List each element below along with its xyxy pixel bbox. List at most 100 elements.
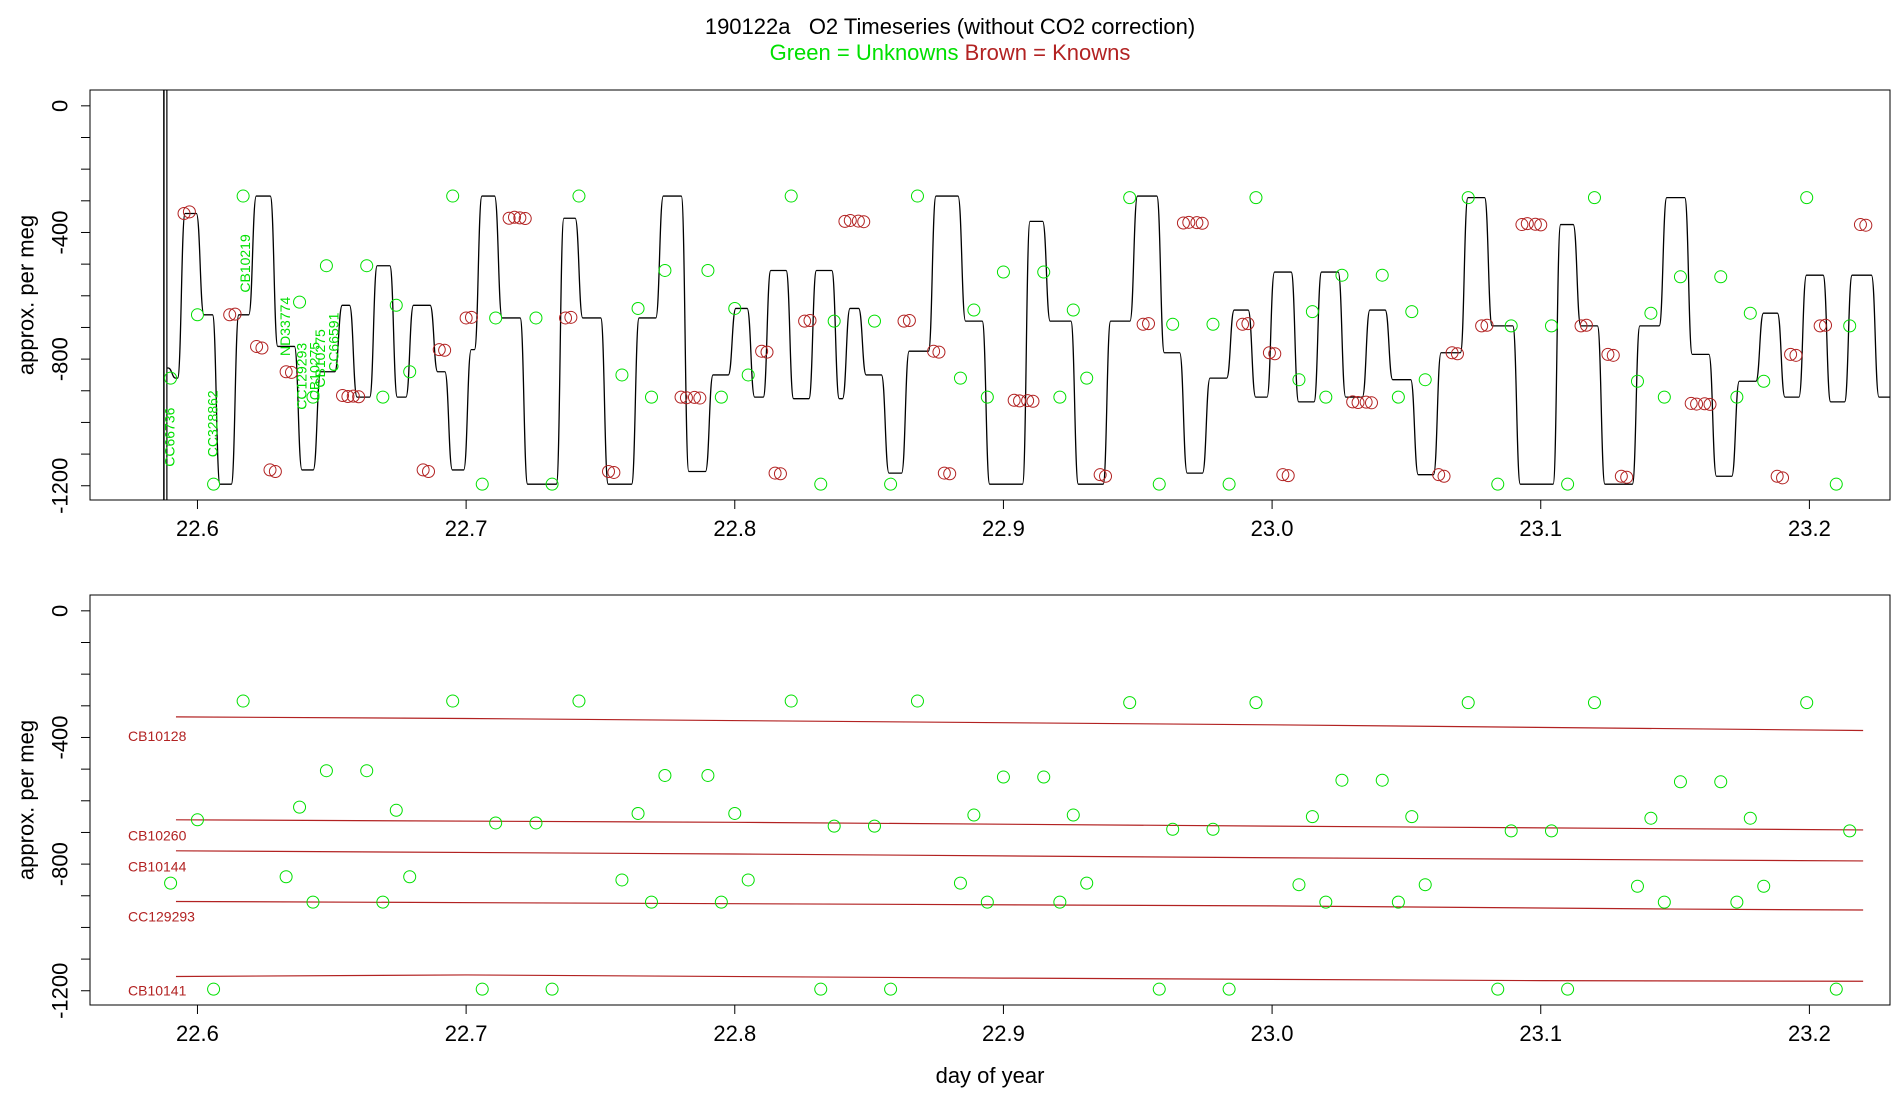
unknown-point xyxy=(164,371,178,385)
known-point xyxy=(1190,216,1204,230)
known-point xyxy=(1445,346,1459,360)
unknown-point xyxy=(827,819,841,833)
unknown-point xyxy=(1657,895,1671,909)
unknown-point xyxy=(1561,477,1575,491)
known-point xyxy=(1142,317,1156,331)
unknown-point xyxy=(615,873,629,887)
known-point xyxy=(1480,318,1494,332)
unknown-sample-label: CC129293 xyxy=(293,343,309,410)
unknown-point xyxy=(529,311,543,325)
known-point xyxy=(250,339,264,353)
unknown-point xyxy=(1800,191,1814,205)
unknown-point xyxy=(701,263,715,277)
chart-subtitle: Green = Unknowns Brown = Knowns xyxy=(0,40,1900,66)
unknown-point xyxy=(884,477,898,491)
unknown-point xyxy=(1080,876,1094,890)
unknown-sample-label: CC328862 xyxy=(205,390,221,457)
unknown-point xyxy=(389,803,403,817)
known-point xyxy=(1281,469,1295,483)
unknown-point xyxy=(306,895,320,909)
known-point xyxy=(255,341,269,355)
x-tick-label: 23.0 xyxy=(1251,1021,1294,1046)
known-point xyxy=(1176,216,1190,230)
y-axis-label: approx. per meg xyxy=(14,720,39,880)
known-point xyxy=(1136,317,1150,331)
panel-bottom-axes: 22.6 22.7 22.8 22.9 23.0 23.1 23.2 0 -400 -800 -12… xyxy=(14,594,1891,1088)
known-point xyxy=(857,215,871,229)
known-trend-line xyxy=(175,819,1864,831)
known-line-label: CB10141 xyxy=(128,983,187,999)
known-point xyxy=(228,307,242,321)
unknown-point xyxy=(1714,270,1728,284)
x-tick-label: 23.1 xyxy=(1519,1021,1562,1046)
known-point xyxy=(346,389,360,403)
unknown-point xyxy=(306,390,320,404)
known-point xyxy=(755,344,769,358)
x-axis-label: day of year xyxy=(936,1063,1045,1088)
known-point xyxy=(1351,395,1365,409)
known-point xyxy=(1099,469,1113,483)
known-point xyxy=(1475,319,1489,333)
unknown-point xyxy=(1319,390,1333,404)
known-point xyxy=(559,311,573,325)
x-tick-label: 22.7 xyxy=(445,516,488,541)
known-point xyxy=(1450,347,1464,361)
y-tick-label: -800 xyxy=(48,337,73,381)
unknown-point xyxy=(236,694,250,708)
unknown-point xyxy=(1335,773,1349,787)
known-point xyxy=(1013,394,1027,408)
known-point xyxy=(1819,318,1833,332)
known-point xyxy=(1853,218,1867,232)
known-point xyxy=(564,310,578,324)
x-tick-label: 23.2 xyxy=(1788,1021,1831,1046)
unknown-point xyxy=(1829,982,1843,996)
unknown-point xyxy=(1757,374,1771,388)
known-point xyxy=(1703,397,1717,411)
known-point xyxy=(943,467,957,481)
unknown-point xyxy=(1123,696,1137,710)
unknown-point xyxy=(1037,770,1051,784)
unknown-point xyxy=(1249,191,1263,205)
unknown-sample-label: CC66736 xyxy=(162,407,178,466)
known-point xyxy=(687,390,701,404)
unknown-point xyxy=(1405,305,1419,319)
known-point xyxy=(843,213,857,227)
unknown-point xyxy=(1644,811,1658,825)
known-point xyxy=(263,463,277,477)
unknown-point xyxy=(1544,319,1558,333)
unknown-point xyxy=(644,895,658,909)
unknown-point xyxy=(403,870,417,884)
known-point xyxy=(279,365,293,379)
unknown-point xyxy=(207,477,221,491)
unknown-point xyxy=(1504,319,1518,333)
unknown-point xyxy=(489,816,503,830)
known-point xyxy=(1241,317,1255,331)
y-tick-label: 0 xyxy=(48,605,73,617)
y-tick-label: 0 xyxy=(48,100,73,112)
known-point xyxy=(693,391,707,405)
unknown-point xyxy=(714,390,728,404)
known-trend-line xyxy=(175,850,1864,862)
known-point xyxy=(1859,218,1873,232)
known-point xyxy=(1620,470,1634,484)
unknown-point xyxy=(644,390,658,404)
known-point xyxy=(223,308,237,322)
unknown-point xyxy=(784,189,798,203)
known-point xyxy=(838,214,852,228)
y-tick-label: -400 xyxy=(48,210,73,254)
unknown-point xyxy=(545,982,559,996)
unknown-point xyxy=(446,189,460,203)
unknown-point xyxy=(953,371,967,385)
unknown-point xyxy=(1391,390,1405,404)
unknown-point xyxy=(1730,390,1744,404)
unknown-point xyxy=(867,819,881,833)
unknown-point xyxy=(1206,317,1220,331)
known-point xyxy=(902,313,916,327)
known-point xyxy=(1776,471,1790,485)
unknown-point xyxy=(910,189,924,203)
unknown-point xyxy=(1843,824,1857,838)
unknown-point xyxy=(1673,775,1687,789)
unknown-point xyxy=(236,189,250,203)
unknown-point xyxy=(1644,306,1658,320)
known-point xyxy=(1698,397,1712,411)
